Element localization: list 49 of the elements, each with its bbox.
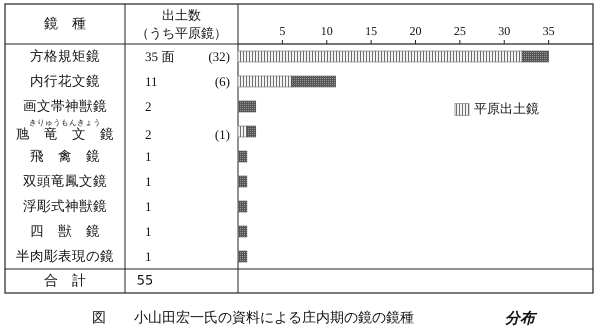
y-tick-label: 画文帯神獣鏡 xyxy=(23,98,107,114)
text: 合 計 xyxy=(44,273,86,289)
y-tick-label: 四 獣 鏡 xyxy=(30,224,100,240)
bar xyxy=(238,50,522,62)
text: 分布 xyxy=(505,309,538,327)
text: 11 xyxy=(145,74,158,89)
bar xyxy=(238,176,248,188)
bar xyxy=(522,50,549,62)
x2-tick-label: 25 xyxy=(454,24,466,38)
text: 55 xyxy=(136,274,154,288)
text: 1 xyxy=(145,249,152,264)
y-tick-label: 双頭竜鳳文鏡 xyxy=(23,174,107,190)
bar xyxy=(238,76,292,88)
text: 1 xyxy=(145,199,152,214)
x2-tick-label: 15 xyxy=(365,24,378,38)
data-label: (1) xyxy=(214,127,230,142)
y-tick-label: 浮彫式神獣鏡 xyxy=(23,198,107,214)
text: 出土数 xyxy=(162,8,201,24)
data-label: (32) xyxy=(208,49,230,64)
y-tick-label: 半肉彫表現の鏡 xyxy=(16,248,114,264)
text: 1 xyxy=(145,224,152,239)
y-tick-label: 飛 禽 鏡 xyxy=(30,148,100,164)
text: 35 面 xyxy=(145,49,174,64)
y-tick-label: 内行花文鏡 xyxy=(30,74,100,90)
x2-tick-label: 20 xyxy=(410,24,422,38)
text: 図 小山田宏一氏の資料による庄内期の鏡の鏡種 xyxy=(92,310,414,326)
bar xyxy=(238,226,248,238)
x2-tick-label: 10 xyxy=(320,24,333,38)
text: 2 xyxy=(145,99,152,114)
bar xyxy=(238,200,248,212)
bar xyxy=(246,126,256,138)
bar xyxy=(290,76,336,88)
text: （うち平原鏡） xyxy=(136,26,227,42)
text: 1 xyxy=(145,174,152,189)
bar xyxy=(238,126,248,138)
bar xyxy=(238,100,256,112)
bar xyxy=(238,250,248,262)
y-tick-label: 虺 竜 文 鏡 xyxy=(16,126,114,142)
data-label: (6) xyxy=(214,74,230,89)
y-axis-title: 鏡 種 xyxy=(44,16,86,32)
bar xyxy=(238,150,248,162)
x2-tick-label: 30 xyxy=(498,24,510,38)
x2-tick-label: 35 xyxy=(542,24,555,38)
legend: 平原出土鏡 xyxy=(454,102,539,117)
legend-label: 平原出土鏡 xyxy=(474,102,539,117)
text: 2 xyxy=(145,127,152,142)
text: 1 xyxy=(145,149,152,164)
x2-tick-label: 5 xyxy=(279,24,286,38)
y-tick-label: 方格規矩鏡 xyxy=(30,48,100,64)
